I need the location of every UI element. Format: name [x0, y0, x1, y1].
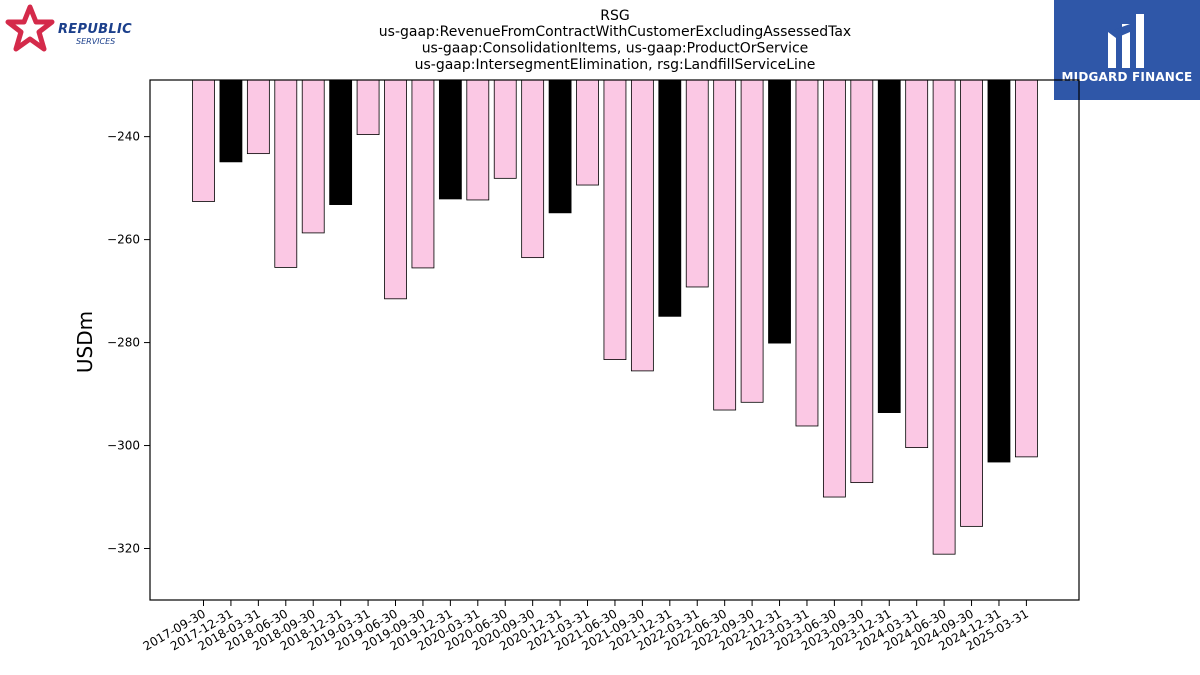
x-axis: 2017-09-302017-12-312018-03-312018-06-30… — [141, 600, 1031, 653]
bar-2019-09-30 — [411, 79, 435, 269]
bar-2017-12-31 — [219, 79, 243, 163]
star-logo-icon — [5, 4, 55, 52]
bar-2020-03-31 — [466, 79, 490, 201]
y-tick-label--320: −320 — [107, 542, 140, 556]
chart-subtitle-line: us-gaap:IntersegmentElimination, rsg:Lan… — [415, 57, 816, 73]
bar-2019-06-30 — [384, 79, 407, 300]
bar-2024-09-30 — [960, 79, 983, 527]
bar-2023-03-31 — [795, 79, 819, 427]
chart-subtitle-line: us-gaap:RevenueFromContractWithCustomerE… — [379, 24, 851, 40]
bar-2018-03-31 — [246, 79, 270, 155]
chart-subtitle: us-gaap:RevenueFromContractWithCustomerE… — [379, 24, 851, 73]
bar-2021-12-31 — [658, 79, 682, 317]
y-tick-label--300: −300 — [107, 439, 140, 453]
bar-2020-09-30 — [521, 79, 545, 259]
bar-2020-06-30 — [493, 79, 517, 179]
midgard-mark-icon — [1108, 14, 1144, 68]
bar-2019-12-31 — [438, 79, 462, 200]
bar-2020-12-31 — [548, 79, 572, 214]
bar-2022-03-31 — [685, 79, 709, 288]
bar-2023-09-30 — [850, 79, 874, 484]
republic-services-logo: REPUBLIC SERVICES — [4, 4, 144, 54]
bar-2023-12-31 — [877, 79, 901, 413]
bar-2018-06-30 — [274, 79, 298, 268]
y-tick-label--280: −280 — [107, 336, 140, 350]
bar-2022-06-30 — [713, 79, 737, 411]
bar-2021-09-30 — [630, 79, 654, 372]
y-tick-label--260: −260 — [107, 233, 140, 247]
logo-subtext: SERVICES — [76, 37, 116, 46]
bar-2021-03-31 — [576, 79, 599, 186]
midgard-finance-logo: MIDGARD FINANCE — [1054, 0, 1200, 100]
chart-title: RSG — [600, 8, 629, 24]
bar-2019-03-31 — [356, 79, 380, 135]
logo-wordmark: REPUBLIC — [58, 22, 132, 37]
bar-2024-03-31 — [905, 79, 929, 449]
bar-2017-09-30 — [192, 79, 215, 202]
bars-group — [192, 79, 1038, 555]
bar-2024-06-30 — [932, 79, 956, 555]
bar-2018-09-30 — [301, 79, 325, 234]
bar-2018-12-31 — [329, 79, 353, 205]
chart-subtitle-line: us-gaap:ConsolidationItems, us-gaap:Prod… — [422, 41, 809, 57]
bar-2021-06-30 — [603, 79, 627, 360]
y-axis-label: USDm — [73, 311, 97, 373]
bar-2023-06-30 — [822, 79, 846, 498]
bar-2024-12-31 — [987, 79, 1011, 463]
y-tick-label--240: −240 — [107, 130, 140, 144]
y-axis: −240 −260 −280 −300 −320 — [107, 130, 150, 556]
midgard-wordmark: MIDGARD FINANCE — [1061, 70, 1193, 84]
bar-2025-03-31 — [1015, 79, 1038, 458]
bar-2022-12-31 — [768, 79, 791, 344]
bar-2022-09-30 — [740, 79, 764, 403]
